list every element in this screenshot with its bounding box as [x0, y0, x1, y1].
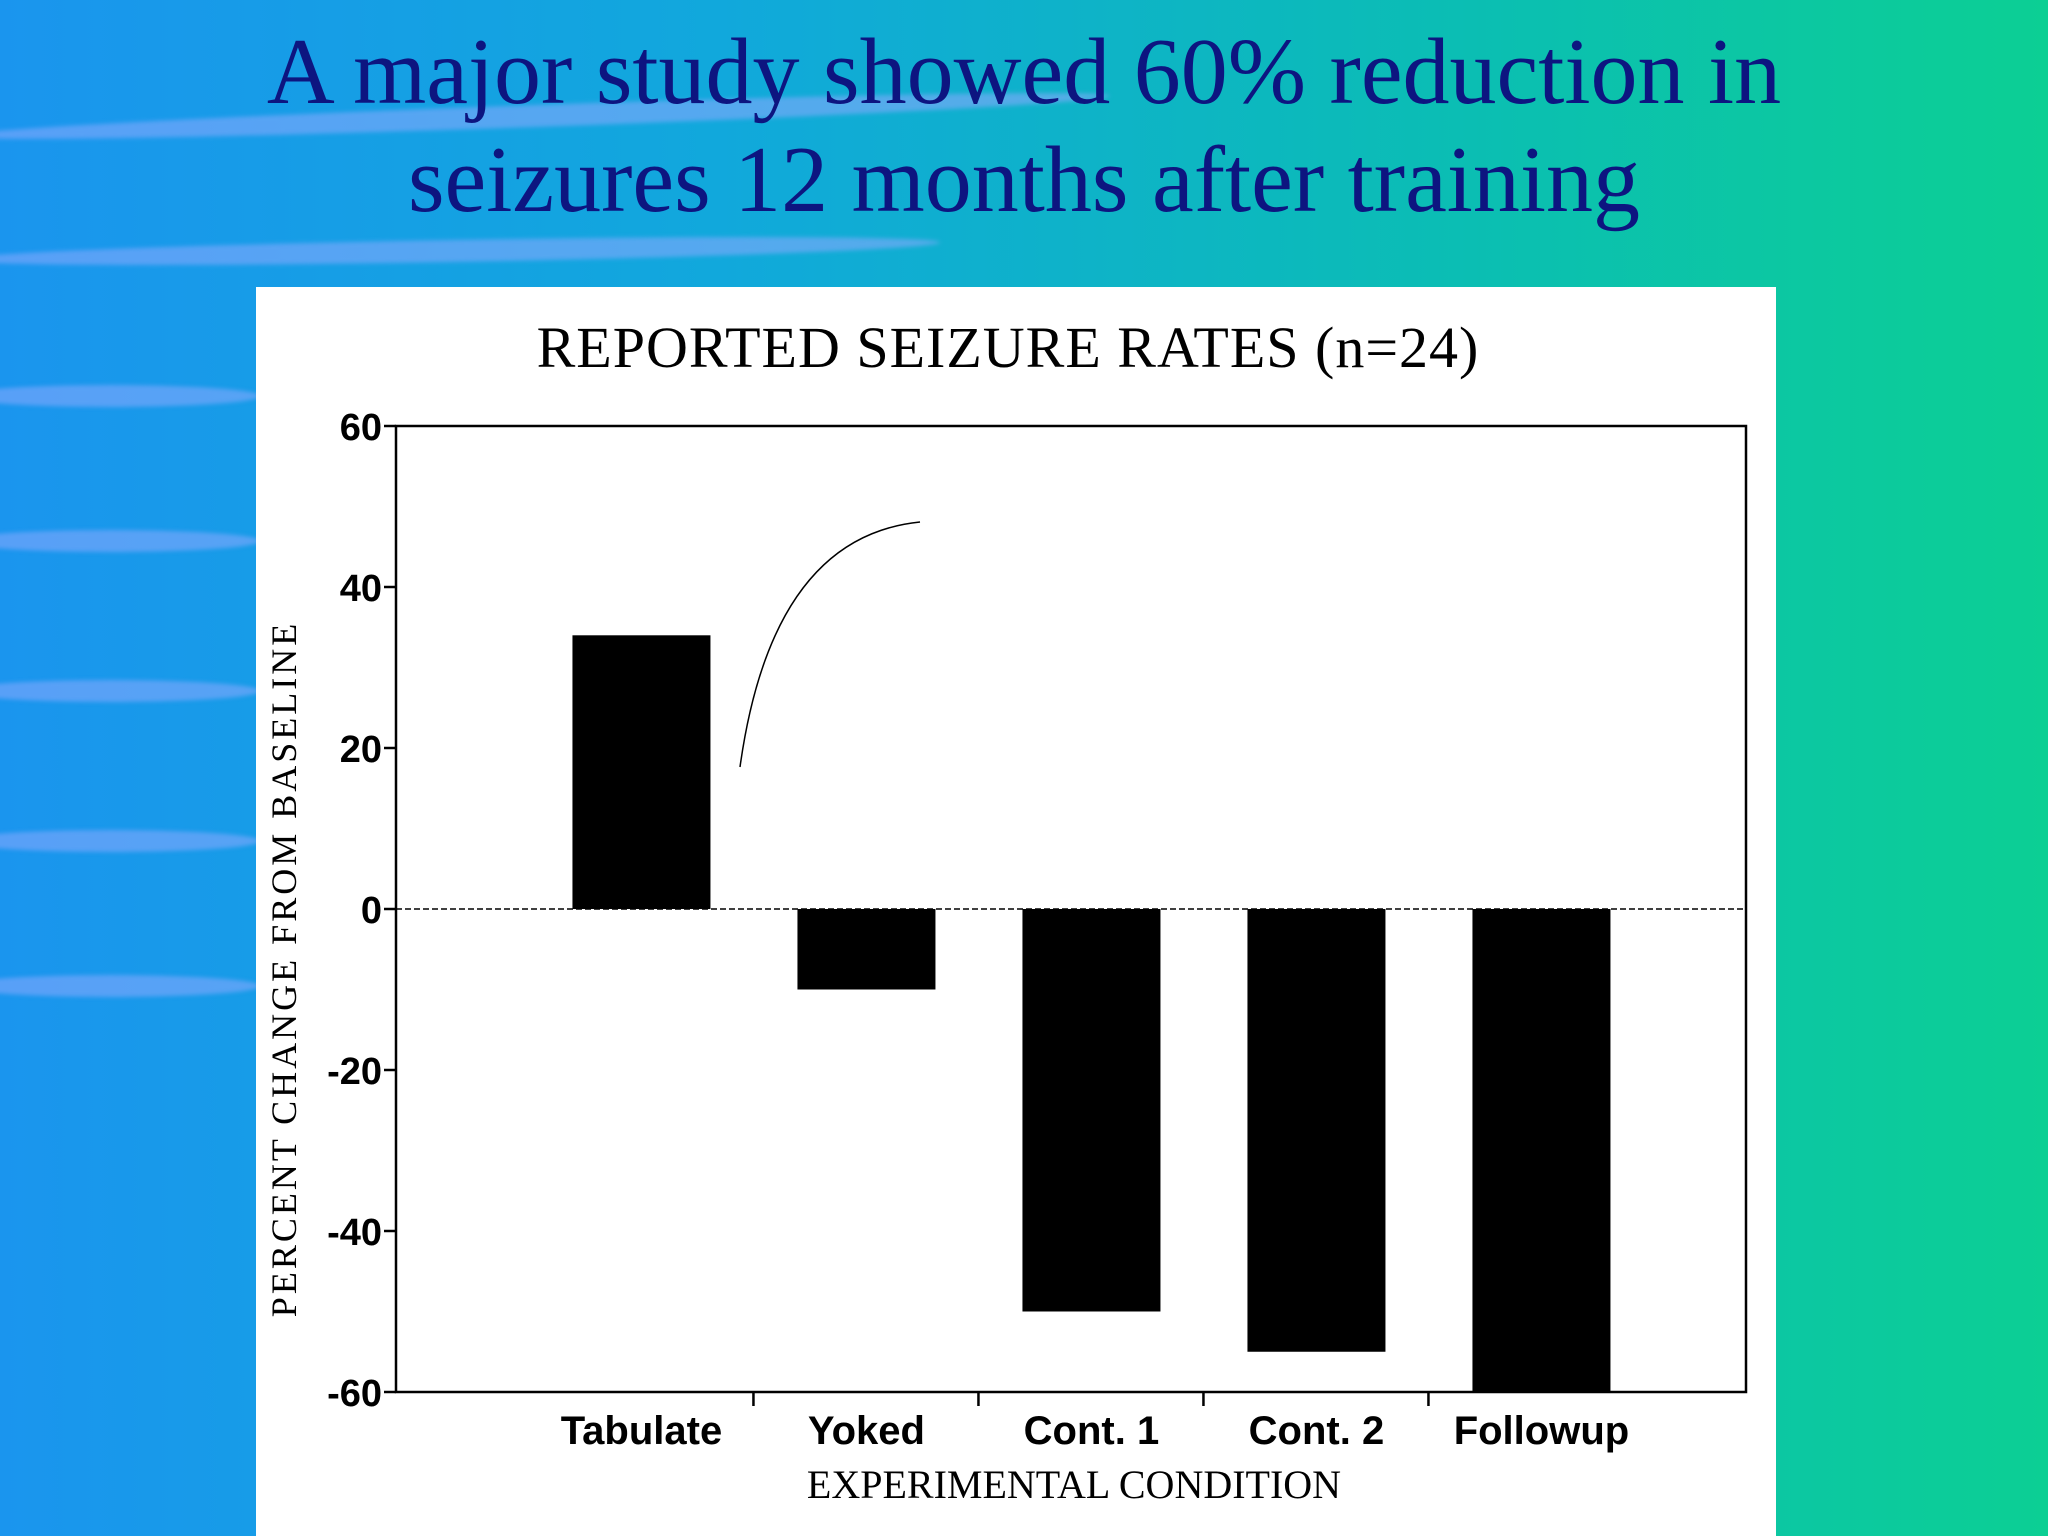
x-tick-label: Tabulate	[561, 1409, 723, 1453]
bar-followup	[1472, 909, 1611, 1392]
hand-drawn-arc	[739, 521, 921, 768]
y-tick-label: 20	[340, 729, 382, 771]
seizure-rate-chart: REPORTED SEIZURE RATES (n=24) 60 40 20 0 -20…	[264, 315, 1748, 1507]
chart-panel: REPORTED SEIZURE RATES (n=24) 60 40 20 0 -20…	[256, 287, 1776, 1536]
slide-title-line-2: seizures 12 months after training	[407, 128, 1641, 232]
background-streak	[0, 830, 260, 852]
bar-series	[572, 635, 1611, 1392]
bar-tabulate	[572, 635, 711, 909]
y-tick-label: 60	[340, 407, 382, 449]
x-tick-label: Followup	[1454, 1409, 1630, 1453]
slide-title: A major study showed 60% reduction in se…	[0, 18, 2048, 234]
x-tick-label: Yoked	[808, 1409, 925, 1453]
y-axis-label: PERCENT CHANGE FROM BASELINE	[264, 621, 304, 1317]
x-axis-label: EXPERIMENTAL CONDITION	[807, 1462, 1341, 1507]
y-axis-ticks: 60 40 20 0 -20 -40 -60	[327, 407, 396, 1415]
background-streak	[0, 680, 260, 702]
x-tick-label: Cont. 1	[1024, 1409, 1160, 1453]
bar-cont-1	[1022, 909, 1161, 1312]
background-streak	[0, 975, 260, 997]
y-tick-label: -40	[327, 1212, 382, 1254]
background-streak	[0, 530, 260, 552]
background-streak	[0, 231, 941, 271]
x-tick-label: Cont. 2	[1249, 1409, 1385, 1453]
x-axis-ticks: Tabulate Yoked Cont. 1 Cont. 2 Followup	[561, 1392, 1630, 1453]
background-streak	[0, 385, 260, 407]
slide-title-line-1: A major study showed 60% reduction in	[266, 20, 1782, 124]
y-tick-label: -60	[327, 1373, 382, 1415]
bar-cont-2	[1247, 909, 1386, 1352]
bar-yoked	[797, 909, 936, 990]
y-tick-label: -20	[327, 1051, 382, 1093]
y-tick-label: 40	[340, 568, 382, 610]
chart-title: REPORTED SEIZURE RATES (n=24)	[537, 315, 1480, 380]
y-tick-label: 0	[361, 890, 382, 932]
